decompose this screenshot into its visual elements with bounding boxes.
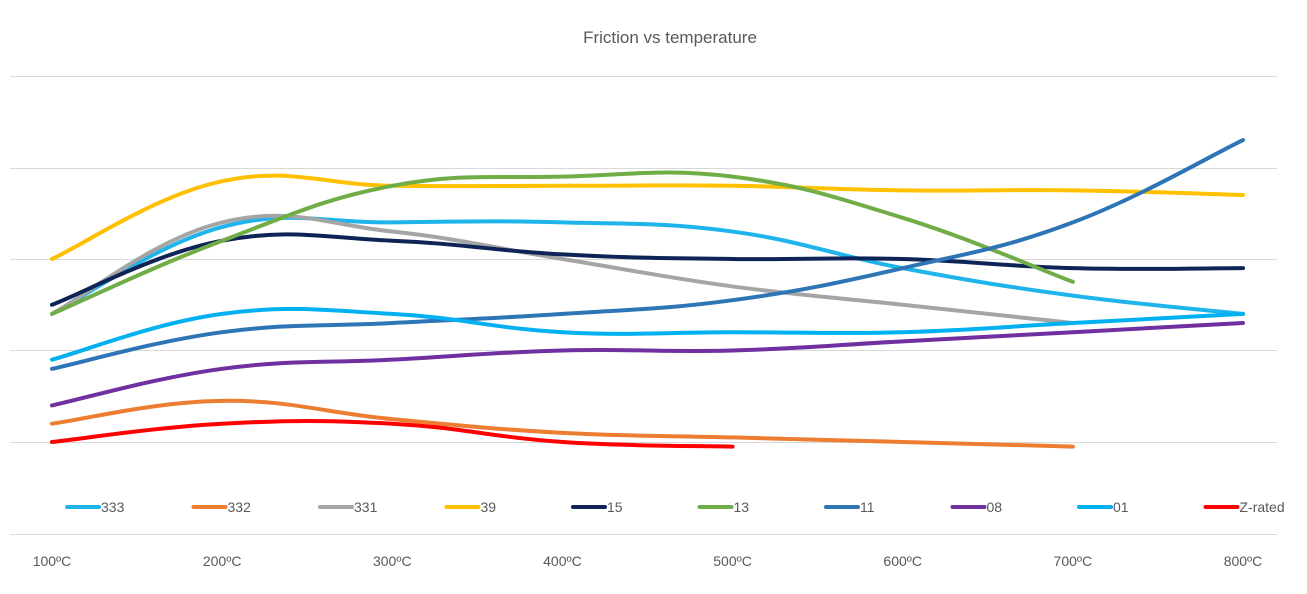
x-axis: 100ºC 200ºC 300ºC 400ºC 500ºC 600ºC 700ºC 800ºC bbox=[33, 553, 1263, 569]
series-line-11 bbox=[50, 138, 1245, 371]
x-tick-label: 600ºC bbox=[883, 553, 922, 569]
x-tick-label: 500ºC bbox=[713, 553, 752, 569]
legend-label-331: 331 bbox=[354, 499, 378, 515]
legend-label-15: 15 bbox=[607, 499, 623, 515]
series-line-333 bbox=[50, 215, 1245, 316]
x-tick-label: 700ºC bbox=[1054, 553, 1093, 569]
series-line-13 bbox=[50, 170, 1075, 316]
legend: 333 332 331 39 15 13 11 08 01 Z-rated bbox=[65, 499, 1285, 515]
gridlines bbox=[10, 76, 1277, 535]
x-tick-label: 100ºC bbox=[33, 553, 72, 569]
series-line-331 bbox=[50, 213, 1075, 326]
legend-label-z-rated: Z-rated bbox=[1240, 499, 1285, 515]
series-line-08 bbox=[50, 321, 1245, 408]
legend-label-333: 333 bbox=[101, 499, 125, 515]
legend-label-332: 332 bbox=[228, 499, 252, 515]
x-tick-label: 200ºC bbox=[203, 553, 242, 569]
legend-label-08: 08 bbox=[987, 499, 1003, 515]
series-line-z-rated bbox=[50, 418, 735, 449]
series-line-15 bbox=[50, 232, 1245, 307]
legend-label-13: 13 bbox=[734, 499, 750, 515]
x-tick-label: 300ºC bbox=[373, 553, 412, 569]
series-line-39 bbox=[50, 173, 1245, 261]
x-tick-label: 800ºC bbox=[1224, 553, 1263, 569]
series-line-01 bbox=[50, 306, 1245, 362]
series-line-332 bbox=[50, 398, 1075, 449]
chart-title: Friction vs temperature bbox=[583, 28, 757, 47]
series-lines bbox=[50, 138, 1245, 449]
legend-label-39: 39 bbox=[481, 499, 497, 515]
legend-label-01: 01 bbox=[1113, 499, 1129, 515]
legend-label-11: 11 bbox=[860, 499, 875, 515]
x-tick-label: 400ºC bbox=[543, 553, 582, 569]
